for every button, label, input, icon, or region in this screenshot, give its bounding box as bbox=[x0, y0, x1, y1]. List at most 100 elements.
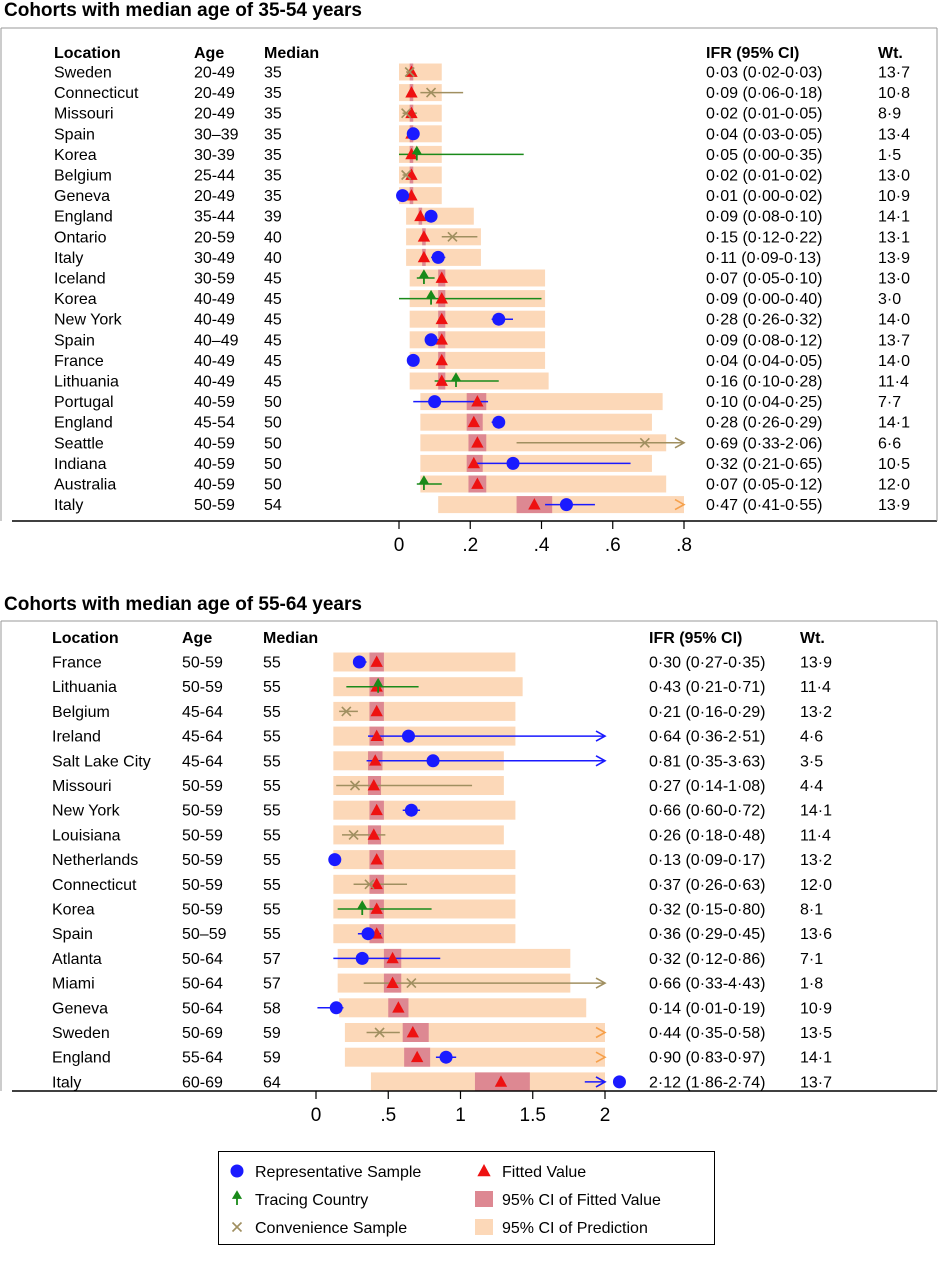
row-weight: 13·6 bbox=[800, 926, 832, 943]
representative-estimate-marker bbox=[424, 209, 438, 223]
column-header-wt: Wt. bbox=[878, 45, 903, 62]
table-row: Australia 40-59 50 0·07 (0·05-0·12) 12·0 bbox=[54, 475, 910, 494]
table-row: Ontario 20-59 40 0·15 (0·12-0·22) 13·1 bbox=[54, 228, 910, 246]
row-weight: 1·8 bbox=[800, 976, 823, 993]
row-weight: 13·7 bbox=[878, 65, 910, 82]
row-location: Lithuania bbox=[52, 679, 117, 696]
prediction-box-icon bbox=[475, 1219, 493, 1235]
table-row: Miami 50-64 57 0·66 (0·33-4·43) 1·8 bbox=[52, 973, 823, 993]
representative-estimate-marker bbox=[426, 754, 440, 768]
row-ifr: 0·26 (0·18-0·48) bbox=[649, 827, 766, 844]
row-median: 64 bbox=[263, 1074, 281, 1091]
legend-item: Convenience Sample bbox=[231, 1220, 407, 1237]
row-location: New York bbox=[52, 803, 121, 820]
row-location: Italy bbox=[54, 250, 83, 267]
prediction-ci-band bbox=[399, 125, 442, 143]
row-age: 50-59 bbox=[182, 852, 223, 869]
row-median: 50 bbox=[264, 477, 282, 494]
table-row: Portugal 40-59 50 0·10 (0·04-0·25) 7·7 bbox=[54, 393, 901, 411]
table-row: Spain 40–49 45 0·09 (0·08-0·12) 13·7 bbox=[54, 331, 910, 349]
row-weight: 14·1 bbox=[800, 803, 832, 820]
row-ifr: 0·02 (0·01-0·02) bbox=[706, 168, 823, 185]
tracing-estimate-marker bbox=[418, 269, 430, 284]
row-median: 35 bbox=[264, 147, 282, 164]
row-location: Belgium bbox=[52, 704, 110, 721]
fitted-value-marker bbox=[467, 415, 480, 428]
prediction-overflow-arrow bbox=[595, 1026, 607, 1039]
convenience-estimate-marker bbox=[348, 829, 359, 840]
convenience-estimate-marker bbox=[341, 706, 352, 717]
table-row: Belgium 25-44 35 0·02 (0·01-0·02) 13·0 bbox=[54, 166, 910, 185]
table-row: Korea 50-59 55 0·32 (0·15-0·80) 8·1 bbox=[52, 899, 823, 919]
convenience-estimate-marker bbox=[401, 108, 412, 119]
table-row: Louisiana 50-59 55 0·26 (0·18-0·48) 11·4 bbox=[52, 825, 831, 845]
row-age: 50-69 bbox=[182, 1025, 223, 1042]
row-ifr: 0·05 (0·00-0·35) bbox=[706, 147, 823, 164]
row-weight: 14·0 bbox=[878, 353, 910, 370]
fitted-value-marker bbox=[435, 333, 448, 345]
row-age: 40-59 bbox=[194, 456, 235, 473]
table-row: Geneva 20-49 35 0·01 (0·00-0·02) 10·9 bbox=[54, 187, 910, 205]
row-median: 45 bbox=[264, 374, 282, 391]
row-age: 20-59 bbox=[194, 229, 235, 246]
row-weight: 1·5 bbox=[878, 147, 901, 164]
convenience-estimate-marker bbox=[639, 437, 650, 448]
row-age: 40-59 bbox=[194, 435, 235, 452]
row-ifr: 0·37 (0·26-0·63) bbox=[649, 877, 766, 894]
row-weight: 11·4 bbox=[800, 827, 831, 844]
column-header-wt: Wt. bbox=[800, 630, 825, 647]
legend-symbols: Representative Sample Fitted Value Tracing… bbox=[230, 1164, 661, 1237]
row-ifr: 0·09 (0·00-0·40) bbox=[706, 291, 823, 308]
row-median: 59 bbox=[263, 1050, 281, 1067]
row-ifr: 0·66 (0·60-0·72) bbox=[649, 803, 766, 820]
convenience-estimate-marker bbox=[349, 780, 361, 791]
fitted-value-marker bbox=[370, 803, 383, 816]
row-age: 55-64 bbox=[182, 1050, 223, 1067]
row-ifr: 0·28 (0·26-0·29) bbox=[706, 415, 823, 432]
row-median: 45 bbox=[264, 332, 282, 349]
observed-overflow-arrow bbox=[595, 755, 607, 767]
observed-overflow-arrow bbox=[595, 977, 607, 989]
row-median: 55 bbox=[263, 902, 281, 919]
table-row: Belgium 45-64 55 0·21 (0·16-0·29) 13·2 bbox=[52, 701, 832, 721]
convenience-estimate-marker bbox=[374, 1027, 385, 1038]
fitted-value-marker bbox=[405, 86, 418, 98]
row-weight: 7·1 bbox=[800, 951, 823, 968]
row-age: 50-64 bbox=[182, 951, 223, 968]
fitted-value-marker bbox=[406, 1026, 419, 1038]
row-age: 35-44 bbox=[194, 209, 235, 226]
x-axis-tick-label: .8 bbox=[676, 535, 692, 556]
row-ifr: 0·44 (0·35-0·58) bbox=[649, 1025, 766, 1042]
row-age: 50-64 bbox=[182, 976, 223, 993]
row-ifr: 0·30 (0·27-0·35) bbox=[649, 655, 766, 672]
row-location: England bbox=[54, 415, 113, 432]
row-location: Spain bbox=[54, 126, 95, 143]
row-median: 55 bbox=[263, 926, 281, 943]
representative-estimate-marker bbox=[355, 951, 369, 965]
row-median: 54 bbox=[264, 497, 282, 514]
row-weight: 10·5 bbox=[878, 456, 910, 473]
table-row: Atlanta 50-64 57 0·32 (0·12-0·86) 7·1 bbox=[52, 948, 823, 968]
row-median: 58 bbox=[263, 1000, 281, 1017]
fitted-value-marker bbox=[528, 498, 541, 510]
x-axis-tick-label: .2 bbox=[462, 535, 478, 556]
row-age: 40-49 bbox=[194, 291, 235, 308]
row-location: Sweden bbox=[54, 65, 112, 82]
legend: Representative Sample Fitted Value Tracing… bbox=[218, 1151, 715, 1245]
row-weight: 13·9 bbox=[878, 250, 910, 267]
table-row: Salt Lake City 45-64 55 0·81 (0·35-3·63) 3·5 bbox=[52, 751, 823, 771]
row-median: 55 bbox=[263, 655, 281, 672]
row-ifr: 0·16 (0·10-0·28) bbox=[706, 374, 823, 391]
representative-estimate-marker bbox=[406, 127, 420, 141]
fitted-value-marker bbox=[471, 436, 484, 448]
row-ifr: 0·04 (0·04-0·05) bbox=[706, 353, 823, 370]
x-axis-tick-label: 1 bbox=[455, 1105, 466, 1126]
representative-estimate-marker bbox=[431, 250, 445, 264]
representative-estimate-marker bbox=[352, 655, 366, 669]
table-row: Missouri 50-59 55 0·27 (0·14-1·08) 4·4 bbox=[52, 776, 823, 795]
row-weight: 10·9 bbox=[800, 1000, 832, 1017]
row-age: 50-59 bbox=[182, 655, 223, 672]
row-median: 50 bbox=[264, 435, 282, 452]
row-weight: 4·4 bbox=[800, 778, 823, 795]
legend-item: 95% CI of Prediction bbox=[475, 1219, 648, 1237]
